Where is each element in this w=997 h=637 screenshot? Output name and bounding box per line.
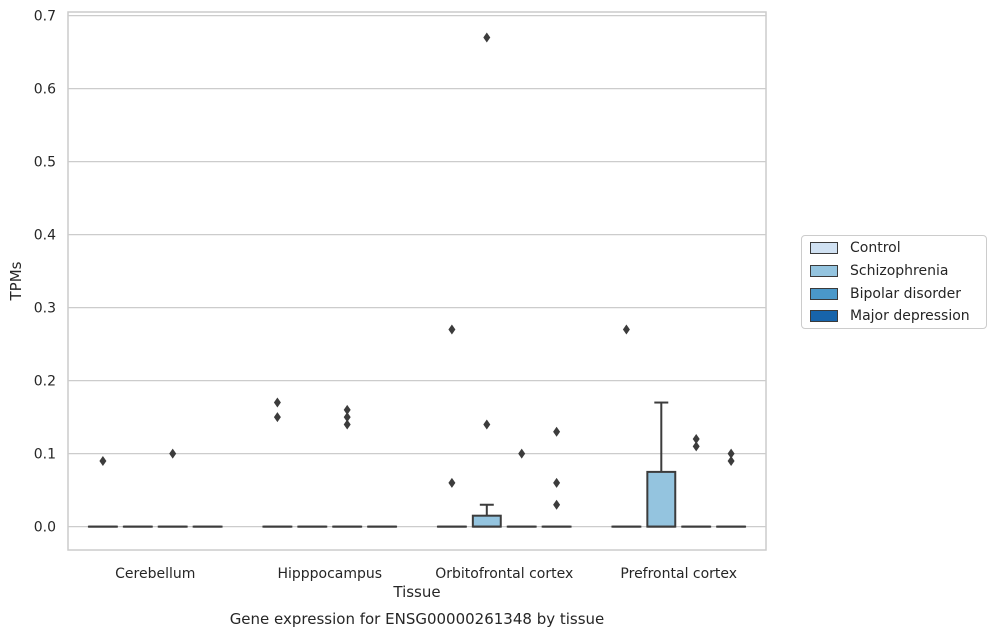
y-tick-label: 0.2 (34, 374, 56, 390)
legend-item-bipolar-disorder: Bipolar disorder (810, 285, 961, 303)
x-tick-label: Prefrontal cortex (620, 566, 737, 582)
y-tick-label: 0.1 (34, 447, 56, 463)
outlier-point (99, 455, 107, 466)
outliers (99, 32, 735, 510)
y-tick-label: 0.4 (34, 228, 56, 244)
box (471, 514, 502, 528)
y-tick-label: 0.5 (34, 155, 56, 171)
outlier-point (448, 477, 456, 488)
legend-item-schizophrenia: Schizophrenia (810, 262, 948, 280)
legend-label-schizophrenia: Schizophrenia (850, 263, 949, 279)
outlier-point (692, 434, 700, 445)
outlier-point (483, 419, 491, 430)
outlier-point (448, 324, 456, 335)
outlier-point (169, 448, 177, 459)
outlier-point (553, 426, 561, 437)
plot-frame (67, 11, 767, 551)
outlier-point (343, 419, 351, 430)
legend-swatch-major-depression (810, 310, 838, 322)
outlier-point (553, 499, 561, 510)
gridlines (68, 15, 766, 528)
y-axis-label: TPMs (7, 261, 25, 301)
y-tick-labels: 0.0 0.1 0.2 0.3 0.4 0.5 0.6 0.7 (34, 9, 56, 536)
legend-label-bipolar-disorder: Bipolar disorder (850, 286, 962, 302)
legend-label-major-depression: Major depression (850, 308, 970, 324)
outlier-point (622, 324, 630, 335)
legend-label-control: Control (850, 240, 901, 256)
outlier-point (518, 448, 526, 459)
legend-item-major-depression: Major depression (810, 307, 970, 325)
x-tick-labels: Cerebellum Hipppocampus Orbitofrontal cort… (115, 566, 737, 582)
legend-swatch-control (810, 242, 838, 254)
y-tick-label: 0.3 (34, 301, 56, 317)
outlier-point (727, 455, 735, 466)
x-axis-label: Tissue (392, 583, 440, 601)
y-tick-label: 0.7 (34, 9, 56, 25)
box (646, 470, 677, 528)
y-tick-label: 0.0 (34, 520, 56, 536)
outlier-point (483, 32, 491, 43)
legend-swatch-schizophrenia (810, 265, 838, 277)
outlier-point (727, 448, 735, 459)
x-tick-label: Hipppocampus (277, 566, 382, 582)
legend-item-control: Control (810, 239, 901, 257)
outlier-point (273, 412, 281, 423)
legend-swatch-bipolar-disorder (810, 288, 838, 300)
outlier-point (273, 397, 281, 408)
outlier-point (343, 412, 351, 423)
y-tick-label: 0.6 (34, 82, 56, 98)
outlier-point (553, 477, 561, 488)
chart-caption: Gene expression for ENSG00000261348 by t… (230, 610, 605, 628)
boxes (87, 401, 747, 528)
x-tick-label: Cerebellum (115, 566, 195, 582)
x-tick-label: Orbitofrontal cortex (435, 566, 573, 582)
outlier-point (692, 441, 700, 452)
legend: Control Schizophrenia Bipolar disorder M… (801, 235, 987, 329)
outlier-point (343, 404, 351, 415)
